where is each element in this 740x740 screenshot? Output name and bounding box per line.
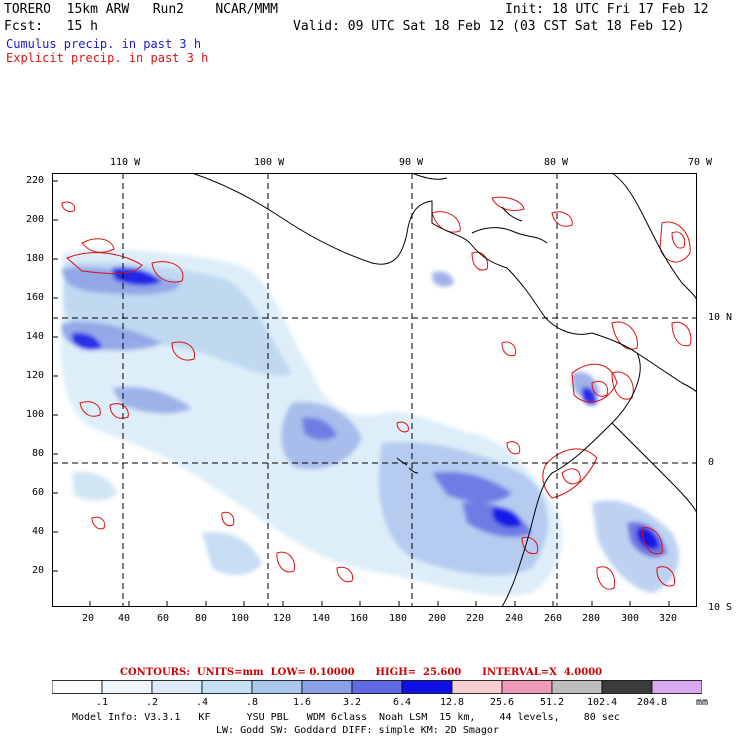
x-tick: 260 xyxy=(544,613,563,624)
legend-level-label: .8 xyxy=(246,697,259,708)
legend-swatch xyxy=(251,680,303,694)
model-title: TORERO 15km ARW Run2 NCAR/MMM xyxy=(4,2,278,17)
legend-swatch xyxy=(401,680,453,694)
y-tick: 80 xyxy=(32,448,45,459)
frame-ticks xyxy=(52,180,670,607)
y-tick: 160 xyxy=(26,292,45,303)
x-tick: 300 xyxy=(621,613,640,624)
lat-label-0: 0 xyxy=(708,457,715,468)
x-tick: 140 xyxy=(312,613,331,624)
latlon-grid xyxy=(52,173,697,607)
legend-level-label: 12.8 xyxy=(440,697,465,708)
legend-swatch xyxy=(101,680,153,694)
x-tick: 20 xyxy=(82,613,95,624)
cumulus-precip-shading xyxy=(60,249,680,596)
lon-label-90w: 90 W xyxy=(399,157,424,168)
x-tick: 80 xyxy=(195,613,208,624)
lat-label-10s: 10 S xyxy=(708,602,733,613)
lon-label-110w: 110 W xyxy=(110,157,141,168)
y-tick: 220 xyxy=(26,175,45,186)
y-tick: 180 xyxy=(26,253,45,264)
lon-label-70w: 70 W xyxy=(688,157,713,168)
legend-level-label: 1.6 xyxy=(293,697,312,708)
legend-swatch xyxy=(501,680,553,694)
precip-legend xyxy=(52,680,702,694)
x-tick: 100 xyxy=(231,613,250,624)
y-tick: 100 xyxy=(26,409,45,420)
legend-swatch xyxy=(451,680,503,694)
y-tick: 120 xyxy=(26,370,45,381)
legend-level-label: .2 xyxy=(146,697,159,708)
y-tick: 200 xyxy=(26,214,45,225)
legend-level-label: .1 xyxy=(96,697,109,708)
x-tick: 240 xyxy=(505,613,524,624)
lat-label-10n: 10 N xyxy=(708,312,733,323)
model-info-line2: LW: Godd SW: Goddard DIFF: simple KM: 2D… xyxy=(216,725,499,736)
legend-level-label: 51.2 xyxy=(540,697,565,708)
forecast-hour: Fcst: 15 h xyxy=(4,19,98,34)
x-tick: 180 xyxy=(389,613,408,624)
legend-swatch xyxy=(651,680,702,694)
lon-label-100w: 100 W xyxy=(254,157,285,168)
legend-swatch xyxy=(351,680,403,694)
x-tick: 60 xyxy=(157,613,170,624)
legend-swatch xyxy=(601,680,653,694)
explicit-precip-label: Explicit precip. in past 3 h xyxy=(6,51,209,65)
cumulus-precip-label: Cumulus precip. in past 3 h xyxy=(6,37,202,51)
x-tick: 280 xyxy=(582,613,601,624)
legend-swatch xyxy=(551,680,603,694)
x-tick: 160 xyxy=(350,613,369,624)
lon-label-80w: 80 W xyxy=(544,157,569,168)
legend-level-label: 102.4 xyxy=(587,697,618,708)
x-tick: 40 xyxy=(118,613,131,624)
y-tick: 140 xyxy=(26,331,45,342)
x-tick: 200 xyxy=(428,613,447,624)
y-tick: 60 xyxy=(32,487,45,498)
legend-level-label: 25.6 xyxy=(490,697,515,708)
valid-time: Valid: 09 UTC Sat 18 Feb 12 (03 CST Sat … xyxy=(293,19,685,34)
legend-level-label: 6.4 xyxy=(393,697,412,708)
y-tick: 20 xyxy=(32,565,45,576)
legend-level-label: 204.8 xyxy=(637,697,668,708)
y-tick: 40 xyxy=(32,526,45,537)
model-info-line1: Model Info: V3.3.1 KF YSU PBL WDM 6class… xyxy=(72,712,620,723)
legend-unit: mm xyxy=(696,697,709,708)
x-tick: 120 xyxy=(273,613,292,624)
legend-swatch xyxy=(151,680,203,694)
coastlines xyxy=(191,173,697,607)
contour-info: CONTOURS: UNITS=mm LOW= 0.10000 HIGH= 25… xyxy=(120,667,603,678)
legend-level-label: 3.2 xyxy=(343,697,362,708)
legend-level-label: .4 xyxy=(196,697,209,708)
legend-swatch xyxy=(301,680,353,694)
init-time: Init: 18 UTC Fri 17 Feb 12 xyxy=(505,2,709,17)
legend-swatch xyxy=(201,680,253,694)
x-tick: 320 xyxy=(659,613,678,624)
precip-map xyxy=(52,173,697,607)
legend-swatch xyxy=(52,680,103,694)
x-tick: 220 xyxy=(466,613,485,624)
map-frame xyxy=(52,173,697,607)
